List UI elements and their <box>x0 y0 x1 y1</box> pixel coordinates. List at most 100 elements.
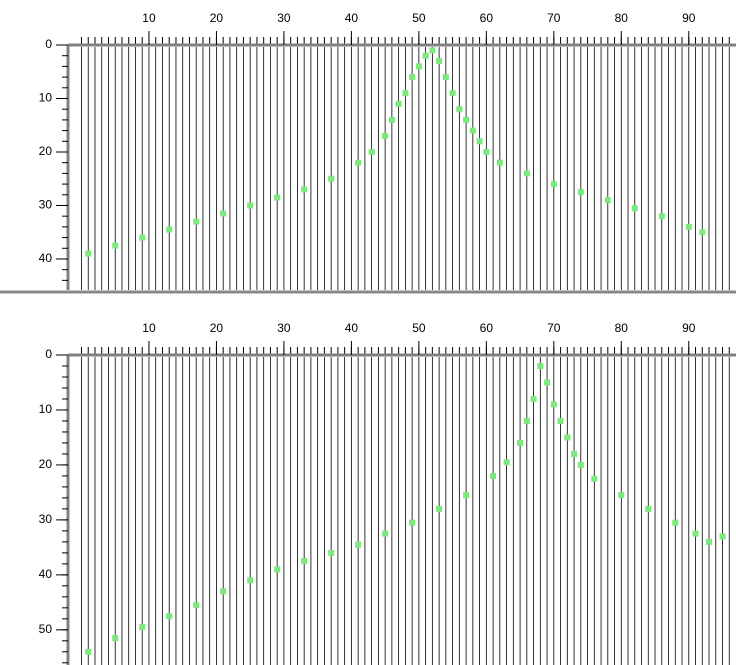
first-break-pick <box>551 401 557 407</box>
first-break-pick <box>477 138 483 144</box>
first-break-pick <box>328 550 334 556</box>
x-tick-label: 70 <box>547 11 561 25</box>
x-tick-label: 90 <box>682 321 696 335</box>
x-tick-label: 30 <box>277 11 291 25</box>
x-tick-label: 60 <box>480 11 494 25</box>
first-break-pick <box>463 492 469 498</box>
first-break-pick <box>544 379 550 385</box>
first-break-pick <box>382 133 388 139</box>
first-break-pick <box>112 635 118 641</box>
first-break-pick <box>429 47 435 53</box>
first-break-pick <box>301 186 307 192</box>
first-break-pick <box>396 101 402 107</box>
x-tick-label: 30 <box>277 321 291 335</box>
y-tick-label: 0 <box>45 37 52 51</box>
first-break-pick <box>531 396 537 402</box>
first-break-pick <box>402 90 408 96</box>
first-break-pick <box>423 53 429 59</box>
y-tick-label: 40 <box>39 567 53 581</box>
x-tick-label: 70 <box>547 321 561 335</box>
first-break-pick <box>274 566 280 572</box>
first-break-pick <box>369 149 375 155</box>
first-break-pick <box>139 235 145 241</box>
first-break-pick <box>409 520 415 526</box>
first-break-pick <box>220 211 226 217</box>
first-break-pick <box>355 542 361 548</box>
x-tick-label: 10 <box>142 11 156 25</box>
first-break-pick <box>672 520 678 526</box>
seismic-display: 10 20 30 40 50 60 70 80 90 0 10 20 30 40 10 20 30 40 50 60 7… <box>0 0 736 665</box>
first-break-pick <box>193 602 199 608</box>
first-break-pick <box>517 440 523 446</box>
y-tick-label: 30 <box>39 512 53 526</box>
first-break-pick <box>618 492 624 498</box>
first-break-pick <box>463 117 469 123</box>
first-break-pick <box>504 459 510 465</box>
x-tick-label: 80 <box>615 11 629 25</box>
page: 10 20 30 40 50 60 70 80 90 0 10 20 30 40 10 20 30 40 50 60 7… <box>0 0 736 665</box>
first-break-pick <box>720 533 726 539</box>
first-break-pick <box>537 363 543 369</box>
first-break-pick <box>416 63 422 69</box>
first-break-pick <box>558 418 564 424</box>
first-break-pick <box>524 170 530 176</box>
x-tick-label: 40 <box>345 11 359 25</box>
x-tick-label: 50 <box>412 11 426 25</box>
first-break-pick <box>247 577 253 583</box>
y-tick-label: 0 <box>45 347 52 361</box>
first-break-pick <box>166 613 172 619</box>
first-break-pick <box>706 539 712 545</box>
first-break-pick <box>409 74 415 80</box>
first-break-pick <box>699 229 705 235</box>
first-break-pick <box>247 202 253 208</box>
first-break-pick <box>659 213 665 219</box>
first-break-pick <box>551 181 557 187</box>
first-break-pick <box>564 434 570 440</box>
x-tick-label: 10 <box>142 321 156 335</box>
first-break-pick <box>450 90 456 96</box>
first-break-pick <box>328 176 334 182</box>
first-break-pick <box>605 197 611 203</box>
first-break-pick <box>645 506 651 512</box>
first-break-pick <box>524 418 530 424</box>
first-break-pick <box>578 462 584 468</box>
first-break-pick <box>483 149 489 155</box>
first-break-pick <box>490 473 496 479</box>
first-break-pick <box>686 224 692 230</box>
x-tick-label: 50 <box>412 321 426 335</box>
first-break-pick <box>220 588 226 594</box>
first-break-pick <box>497 160 503 166</box>
y-tick-label: 20 <box>39 457 53 471</box>
x-tick-label: 90 <box>682 11 696 25</box>
first-break-pick <box>193 219 199 225</box>
first-break-pick <box>591 476 597 482</box>
first-break-pick <box>382 531 388 537</box>
y-tick-label: 10 <box>39 402 53 416</box>
first-break-pick <box>456 106 462 112</box>
x-tick-label: 60 <box>480 321 494 335</box>
first-break-pick <box>389 117 395 123</box>
x-tick-label: 20 <box>210 321 224 335</box>
first-break-pick <box>693 531 699 537</box>
x-tick-label: 20 <box>210 11 224 25</box>
first-break-pick <box>355 160 361 166</box>
first-break-pick <box>470 128 476 134</box>
first-break-pick <box>571 451 577 457</box>
first-break-pick <box>301 558 307 564</box>
first-break-pick <box>85 251 91 257</box>
first-break-pick <box>85 649 91 655</box>
first-break-pick <box>443 74 449 80</box>
x-tick-label: 40 <box>345 321 359 335</box>
x-tick-label: 80 <box>615 321 629 335</box>
first-break-pick <box>166 227 172 233</box>
first-break-pick <box>436 58 442 64</box>
first-break-pick <box>578 189 584 195</box>
first-break-pick <box>139 624 145 630</box>
y-tick-label: 20 <box>39 144 53 158</box>
first-break-pick <box>112 243 118 249</box>
first-break-pick <box>632 205 638 211</box>
first-break-pick <box>436 506 442 512</box>
y-tick-label: 50 <box>39 622 53 636</box>
y-tick-label: 40 <box>39 251 53 265</box>
y-tick-label: 30 <box>39 198 53 212</box>
